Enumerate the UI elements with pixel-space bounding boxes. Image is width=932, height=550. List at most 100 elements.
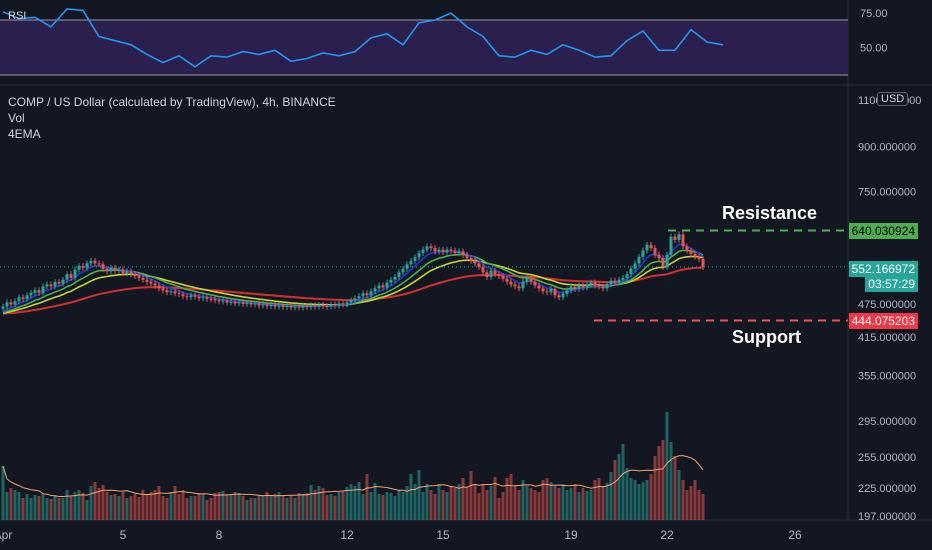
candle-body	[633, 263, 637, 269]
volume-bar	[449, 486, 453, 520]
candle-body	[621, 277, 625, 280]
candle-body	[317, 304, 321, 307]
volume-bar	[525, 486, 529, 520]
volume-bar	[329, 494, 333, 520]
candle-body	[577, 285, 581, 289]
volume-bar	[193, 496, 197, 520]
candle-body	[353, 298, 357, 301]
candle-body	[329, 304, 333, 307]
volume-bar	[457, 484, 461, 520]
candle-body	[369, 291, 373, 296]
candle-body	[349, 300, 353, 303]
time-tick-label: 8	[216, 528, 223, 542]
candle-body	[41, 286, 45, 293]
volume-bar	[113, 494, 117, 520]
volume-bar	[97, 488, 101, 520]
volume-bar	[1, 466, 5, 520]
volume-bar	[261, 496, 265, 520]
candle-body	[65, 274, 69, 280]
volume-bar	[305, 493, 309, 520]
volume-bar	[617, 454, 621, 520]
candle-body	[641, 250, 645, 257]
candle-body	[657, 254, 661, 259]
candle-body	[541, 288, 545, 292]
candle-body	[533, 281, 537, 286]
candle-body	[125, 271, 129, 274]
price-tick-label: 415.000000	[858, 332, 916, 344]
candle-body	[205, 297, 209, 299]
volume-bar	[137, 497, 141, 520]
candle-body	[441, 249, 445, 253]
volume-bar	[601, 486, 605, 520]
candle-body	[469, 258, 473, 261]
support-price-label: 444.075203	[848, 313, 918, 329]
volume-bar	[649, 474, 653, 520]
volume-bar	[33, 495, 37, 520]
candle-body	[93, 260, 97, 264]
rsi-line	[2, 8, 724, 68]
candle-body	[69, 274, 73, 278]
volume-bar	[61, 498, 65, 520]
candle-body	[221, 300, 225, 302]
volume-bar	[197, 493, 201, 520]
volume-bar	[581, 488, 585, 520]
volume-bar	[621, 444, 625, 520]
volume-bar	[81, 493, 85, 520]
volume-bar	[565, 490, 569, 520]
volume-bar	[541, 480, 545, 520]
candle-body	[209, 298, 213, 300]
volume-bar	[493, 477, 497, 520]
candle-body	[77, 266, 81, 270]
volume-bar	[349, 484, 353, 520]
candle-body	[293, 306, 297, 308]
candle-body	[689, 250, 693, 254]
volume-bar	[241, 496, 245, 520]
candle-body	[701, 259, 705, 267]
volume-bar	[653, 456, 657, 520]
candle-body	[213, 299, 217, 301]
volume-bar	[361, 494, 365, 520]
volume-bar	[141, 490, 145, 520]
candle-body	[505, 278, 509, 282]
volume-bar	[389, 493, 393, 520]
volume-bar	[401, 492, 405, 520]
volume-bar	[701, 494, 705, 520]
candle-body	[413, 257, 417, 261]
candle-body	[301, 306, 305, 308]
volume-bar	[577, 492, 581, 520]
candle-body	[17, 297, 21, 302]
candle-body	[357, 296, 361, 299]
candle-body	[497, 274, 501, 277]
volume-bar	[93, 482, 97, 520]
candle-body	[97, 263, 101, 265]
ema-legend[interactable]: 4EMA	[8, 127, 41, 141]
volume-bar	[489, 486, 493, 520]
volume-bar	[285, 498, 289, 520]
candle-body	[677, 234, 681, 240]
candle-body	[189, 295, 193, 298]
candle-body	[485, 272, 489, 277]
candle-body	[53, 282, 57, 287]
volume-bar	[441, 490, 445, 520]
candle-body	[297, 306, 301, 308]
candle-body	[313, 305, 317, 307]
candle-body	[529, 277, 533, 282]
volume-bar	[49, 499, 53, 520]
volume-bar	[253, 498, 257, 520]
rsi-legend[interactable]: RSI	[8, 10, 27, 22]
time-tick-label: 5	[120, 528, 127, 542]
candle-body	[585, 284, 589, 288]
candle-body	[337, 303, 341, 306]
candle-body	[537, 285, 541, 289]
volume-bar	[529, 488, 533, 520]
volume-legend[interactable]: Vol	[8, 111, 25, 125]
volume-bar	[189, 496, 193, 520]
time-tick-label: Apr	[0, 528, 12, 542]
candle-body	[565, 290, 569, 294]
volume-bar	[477, 493, 481, 520]
volume-bar	[233, 492, 237, 520]
candle-body	[465, 254, 469, 259]
candle-body	[285, 306, 289, 308]
currency-button[interactable]: USD	[877, 92, 909, 106]
